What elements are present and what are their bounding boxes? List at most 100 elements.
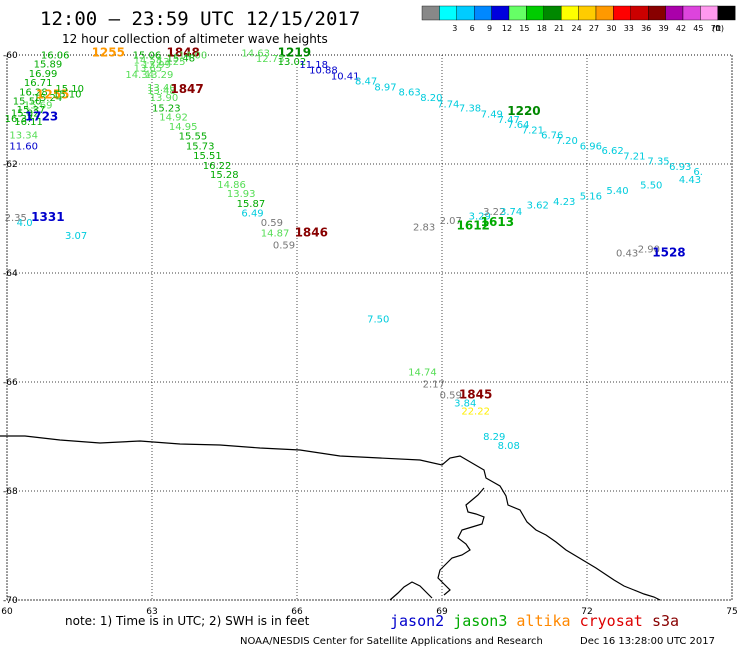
- wave-height-label: 11.18: [299, 60, 328, 71]
- legend-unit: (ft): [712, 24, 724, 33]
- coastline-west-fragment: [389, 581, 433, 601]
- wave-height-label: 16.22: [203, 161, 232, 172]
- wave-height-label: 3.74: [500, 207, 522, 218]
- wave-height-label: 16.11: [14, 117, 43, 128]
- wave-height-label: 8.63: [399, 87, 421, 98]
- wave-height-label: 13.02: [278, 57, 307, 68]
- wave-height-label: 7.21: [522, 125, 544, 136]
- legend-tick-label: 27: [589, 24, 599, 33]
- pass-time-label: 1220: [507, 104, 540, 118]
- pass-time-label: 1528: [652, 246, 685, 260]
- wave-height-label: 3.29: [469, 212, 491, 223]
- wave-height-label: 2.07: [440, 216, 462, 227]
- legend-tick-label: 45: [693, 24, 703, 33]
- legend-tick-label: 33: [624, 24, 634, 33]
- wave-height-label: 15.37: [17, 105, 46, 116]
- lat-tick-label: -68: [3, 487, 18, 497]
- wave-height-label: 13.48: [147, 86, 176, 97]
- satellite-name-altika: altika: [516, 612, 570, 630]
- wave-height-label: 13.25: [157, 57, 186, 68]
- wave-height-label: 0.43: [616, 249, 638, 260]
- wave-height-label: 15.51: [193, 151, 222, 162]
- wave-height-label: 8.20: [420, 93, 442, 104]
- wave-height-label: 7.64: [507, 120, 529, 131]
- generated-timestamp: Dec 16 13:28:00 UTC 2017: [580, 636, 715, 647]
- map-title: 12:00 – 23:59 UTC 12/15/2017: [40, 8, 360, 30]
- wave-height-label: 16.71: [24, 78, 53, 89]
- lat-tick-label: -70: [3, 596, 18, 606]
- legend-swatch: [682, 5, 701, 21]
- wave-height-label: 7.20: [556, 136, 578, 147]
- wave-height-label: 2.35: [5, 213, 27, 224]
- wave-height-label: 8.29: [483, 432, 505, 443]
- wave-height-label: 14.92: [159, 112, 188, 123]
- wave-height-label: 13.65: [134, 63, 163, 74]
- satellite-name-s3a: s3a: [652, 612, 679, 630]
- lon-tick-label: 66: [291, 607, 303, 617]
- satellite-name-jason3: jason3: [453, 612, 507, 630]
- legend-tick-label: 3: [452, 24, 457, 33]
- wave-height-label: 2.17: [423, 379, 445, 390]
- wave-height-label: 6.62: [602, 146, 624, 157]
- wave-height-label: 15.28: [210, 170, 239, 181]
- footnote: note: 1) Time is in UTC; 2) SWH is in fe…: [65, 614, 310, 628]
- wave-height-label: 7.49: [481, 110, 503, 121]
- legend-swatch: [543, 5, 562, 21]
- legend-tick-label: 70: [711, 24, 721, 33]
- legend-swatch: [439, 5, 457, 21]
- wave-height-label: 14.34: [125, 70, 154, 81]
- wave-height-label: 13.99: [142, 60, 171, 71]
- legend-swatch: [717, 5, 736, 21]
- wave-height-label: 15.50: [13, 97, 42, 108]
- wave-height-label: 4.0: [17, 218, 33, 229]
- wave-height-label: 7.35: [647, 157, 669, 168]
- legend-tick-label: 39: [659, 24, 669, 33]
- wave-height-label: 13.90: [150, 93, 179, 104]
- wave-height-label: 0.59: [261, 218, 283, 229]
- lon-tick-label: 69: [436, 607, 448, 617]
- legend-tick-label: 24: [572, 24, 582, 33]
- map-subtitle: 12 hour collection of altimeter wave hei…: [62, 32, 328, 46]
- legend-swatch: [456, 5, 475, 21]
- legend-tick-label: 15: [519, 24, 529, 33]
- lat-tick-label: -64: [3, 269, 18, 279]
- wave-height-label: 8.08: [498, 441, 520, 452]
- wave-height-label: 2.83: [413, 222, 435, 233]
- wave-height-label: 2.90: [638, 244, 660, 255]
- wave-height-label: 3.84: [454, 399, 476, 410]
- wave-height-label: 5.40: [606, 186, 628, 197]
- wave-height-label: 15.87: [237, 199, 266, 210]
- wave-height-label: 5.16: [580, 191, 602, 202]
- wave-height-label: 15.06: [133, 50, 162, 61]
- wave-height-label: 15.89: [34, 60, 63, 71]
- satellite-name-cryosat: cryosat: [580, 612, 643, 630]
- wave-height-label: 14.63: [241, 49, 270, 60]
- wave-height-label: 8.47: [355, 76, 377, 87]
- wave-height-label: 16.28: [19, 87, 48, 98]
- pass-time-label: 1613: [481, 215, 514, 229]
- wave-height-label: 10.88: [309, 66, 338, 77]
- lat-tick-label: -62: [3, 160, 18, 170]
- pass-time-label: 1845: [459, 387, 492, 401]
- pass-time-label: 1847: [170, 82, 203, 96]
- legend-tick-label: 18: [537, 24, 547, 33]
- legend-tick-label: 9: [487, 24, 492, 33]
- legend-swatch: [474, 5, 492, 21]
- pass-time-label: 1255: [92, 46, 125, 60]
- legend-swatch: [648, 5, 666, 21]
- wave-height-label: 14.86: [217, 180, 246, 191]
- legend-swatch: [526, 5, 545, 21]
- legend-tick-label: 21: [554, 24, 564, 33]
- wave-height-label: 13.29: [145, 70, 174, 81]
- wave-height-label: 0.59: [273, 240, 295, 251]
- legend-swatch: [595, 5, 614, 21]
- satellite-name-jason2: jason2: [390, 612, 444, 630]
- wave-height-label: 13.93: [227, 189, 256, 200]
- wave-height-label: 8.97: [374, 82, 396, 93]
- wave-height-label: 15.48: [167, 54, 196, 65]
- wave-height-label: 15.73: [186, 141, 215, 152]
- wave-height-label: 14.95: [169, 122, 198, 133]
- color-legend: 3 6 9 12 15 18 21 24 27 30 33 36 39 42 45 70: [421, 5, 736, 33]
- axis-ticks: 60 63 66 69 72 75 -60 -62 -64 -66 -68 -70: [1, 51, 737, 617]
